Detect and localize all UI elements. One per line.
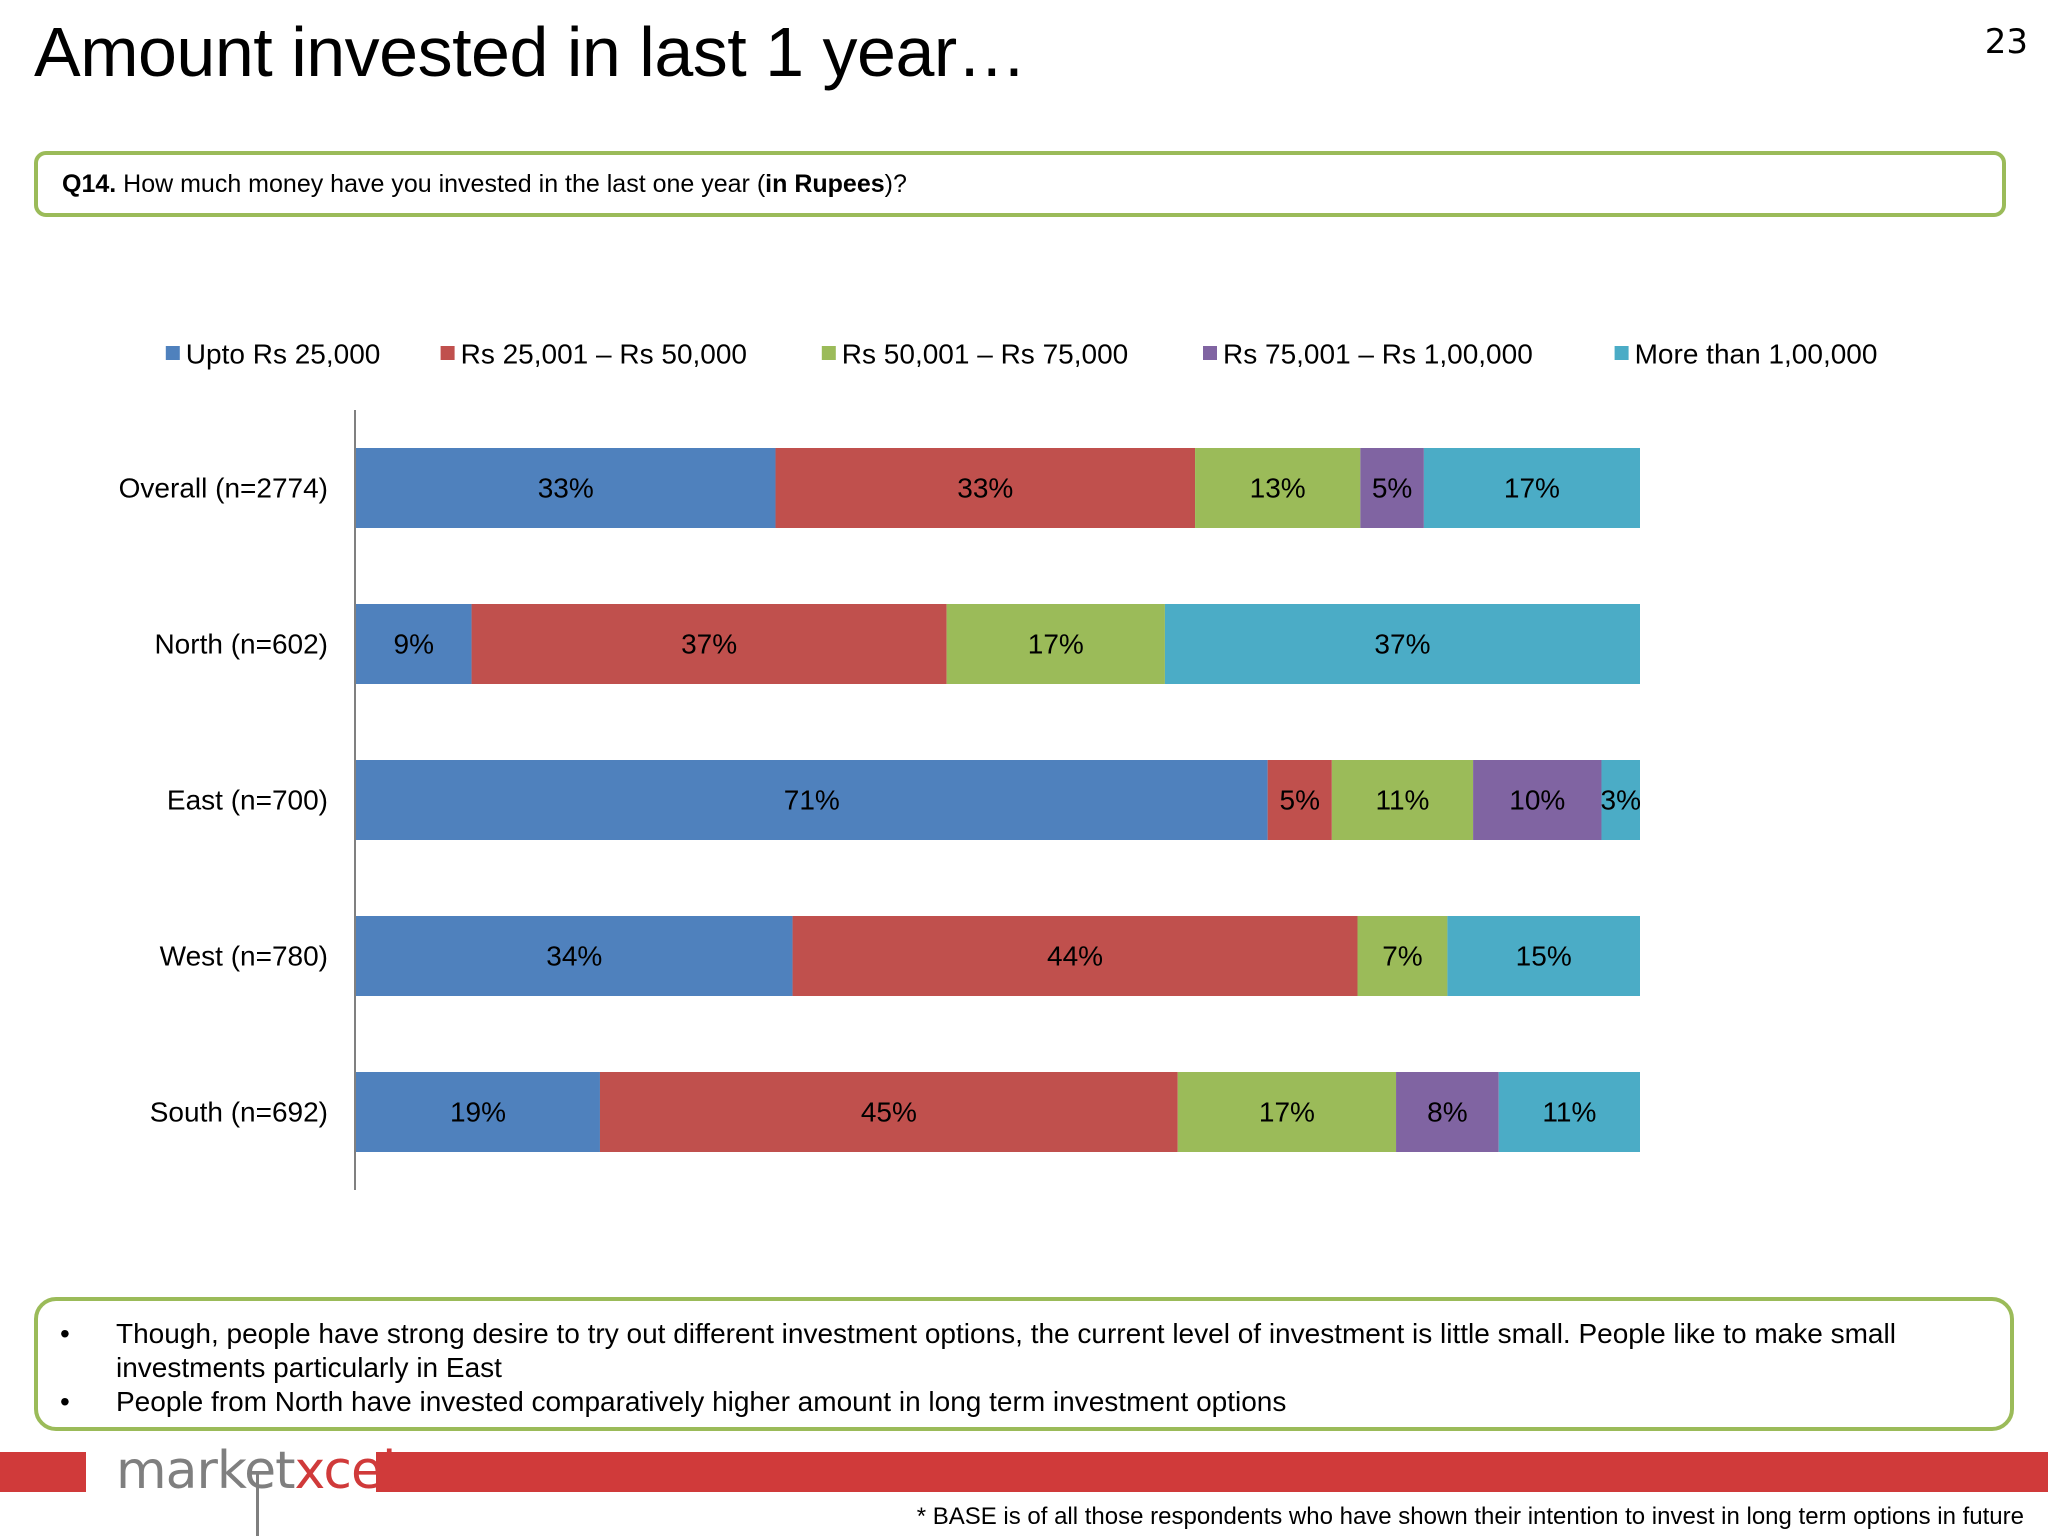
question-box: Q14. How much money have you invested in… bbox=[34, 151, 2006, 217]
bar-segment bbox=[1396, 1072, 1499, 1152]
data-label: 11% bbox=[1542, 1097, 1596, 1128]
category-label: East (n=700) bbox=[167, 785, 328, 816]
data-label: 44% bbox=[1047, 941, 1103, 972]
bullet-icon: • bbox=[60, 1386, 70, 1417]
data-label: 5% bbox=[1280, 785, 1320, 816]
data-label: 13% bbox=[1250, 473, 1306, 504]
data-label: 17% bbox=[1259, 1097, 1315, 1128]
data-label: 9% bbox=[394, 629, 434, 660]
data-label: 37% bbox=[681, 629, 737, 660]
bar-segment bbox=[1423, 448, 1640, 528]
bar-segment bbox=[1331, 760, 1474, 840]
company-logo: marketxcel bbox=[116, 1441, 397, 1501]
legend-swatch bbox=[1614, 346, 1629, 360]
bar-segment bbox=[1164, 604, 1640, 684]
page-title: Amount invested in last 1 year… bbox=[34, 13, 1027, 91]
data-label: 19% bbox=[450, 1097, 506, 1128]
legend-label: Rs 50,001 – Rs 75,000 bbox=[842, 339, 1128, 370]
data-label: 3% bbox=[1601, 785, 1641, 816]
category-label: Overall (n=2774) bbox=[119, 473, 328, 504]
insight-item: • People from North have invested compara… bbox=[60, 1385, 1990, 1419]
footer-bar-right bbox=[376, 1452, 2048, 1492]
page-number: 23 bbox=[1984, 22, 2028, 62]
data-label: 15% bbox=[1516, 941, 1572, 972]
data-label: 8% bbox=[1427, 1097, 1467, 1128]
data-label: 33% bbox=[538, 473, 594, 504]
bar-segment bbox=[599, 1072, 1178, 1152]
legend-swatch bbox=[165, 346, 180, 360]
data-label: 33% bbox=[957, 473, 1013, 504]
legend-label: Rs 25,001 – Rs 50,000 bbox=[461, 339, 747, 370]
data-label: 7% bbox=[1382, 941, 1422, 972]
category-label: North (n=602) bbox=[154, 629, 328, 660]
legend-label: More than 1,00,000 bbox=[1635, 339, 1878, 370]
bar-segment bbox=[775, 448, 1196, 528]
logo-divider bbox=[256, 1472, 259, 1536]
bar-segment bbox=[356, 1072, 600, 1152]
data-label: 17% bbox=[1028, 629, 1084, 660]
question-label: Q14. bbox=[62, 169, 117, 198]
question-emphasis: in Rupees bbox=[765, 169, 885, 198]
bar-segment bbox=[1498, 1072, 1640, 1152]
category-label: West (n=780) bbox=[160, 941, 328, 972]
logo-text-a: market bbox=[116, 1441, 296, 1501]
stacked-bar-chart: Upto Rs 25,000 Rs 25,001 – Rs 50,000 Rs 50… bbox=[119, 339, 1878, 1190]
bar-segment bbox=[356, 448, 776, 528]
data-label: 17% bbox=[1504, 473, 1560, 504]
data-label: 45% bbox=[861, 1097, 917, 1128]
bar-segment bbox=[1177, 1072, 1397, 1152]
question-text-after: )? bbox=[884, 169, 907, 198]
question-text-before: How much money have you invested in the … bbox=[116, 169, 766, 198]
category-label: South (n=692) bbox=[150, 1097, 328, 1128]
bar-segment bbox=[1360, 448, 1424, 528]
bar-segment bbox=[792, 916, 1358, 996]
insight-text: People from North have invested comparat… bbox=[116, 1386, 1287, 1417]
bar-segment bbox=[356, 604, 472, 684]
data-label: 11% bbox=[1375, 785, 1429, 816]
insights-box: • Though, people have strong desire to tr… bbox=[34, 1297, 2014, 1431]
insight-text: Though, people have strong desire to try… bbox=[116, 1318, 1896, 1383]
legend-swatch bbox=[821, 346, 836, 360]
legend-label: Upto Rs 25,000 bbox=[186, 339, 381, 370]
bar-segment bbox=[946, 604, 1165, 684]
bar-segment bbox=[1473, 760, 1602, 840]
data-label: 37% bbox=[1374, 629, 1430, 660]
bar-segment bbox=[1357, 916, 1448, 996]
bullet-icon: • bbox=[60, 1318, 70, 1349]
footer-bar-left bbox=[0, 1452, 86, 1492]
bar-segment bbox=[356, 760, 1268, 840]
insight-item: • Though, people have strong desire to tr… bbox=[60, 1317, 1990, 1385]
bar-segment bbox=[356, 916, 793, 996]
data-label: 34% bbox=[546, 941, 602, 972]
bar-segment bbox=[1447, 916, 1640, 996]
legend-swatch bbox=[440, 346, 455, 360]
legend-swatch bbox=[1203, 346, 1217, 360]
data-label: 10% bbox=[1509, 785, 1565, 816]
bar-segment bbox=[1195, 448, 1361, 528]
bar-segment bbox=[1267, 760, 1332, 840]
data-label: 5% bbox=[1372, 473, 1412, 504]
bar-segment bbox=[471, 604, 947, 684]
legend-label: Rs 75,001 – Rs 1,00,000 bbox=[1223, 339, 1533, 370]
logo-text-b: xcel bbox=[294, 1441, 397, 1501]
data-label: 71% bbox=[784, 785, 840, 816]
bar-segment bbox=[1601, 760, 1640, 840]
footnote: * BASE is of all those respondents who h… bbox=[916, 1503, 2024, 1530]
